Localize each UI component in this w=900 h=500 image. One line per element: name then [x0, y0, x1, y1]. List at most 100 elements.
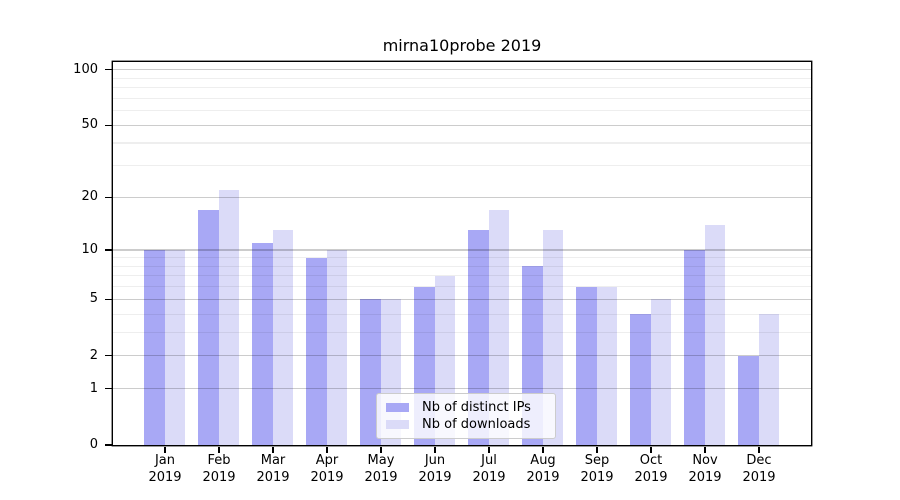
gridline-20	[113, 196, 811, 198]
x-tick-label-jan: Jan 2019	[138, 453, 192, 486]
x-tick-year-jan: 2019	[148, 469, 182, 485]
x-tick-year-nov: 2019	[688, 469, 722, 485]
bar-downloads-apr	[326, 250, 347, 445]
plot-area	[113, 62, 811, 445]
y-tick-mark-0	[105, 444, 113, 446]
gridline-minor-3	[113, 331, 811, 333]
x-tick-label-apr: Apr 2019	[300, 453, 354, 486]
y-tick-mark-2	[105, 354, 113, 357]
x-tick-year-dec: 2019	[742, 469, 776, 485]
bar-downloads-oct	[650, 299, 671, 445]
bar-distinct-ips-mar	[252, 242, 273, 445]
legend-item-downloads: Nb of downloads	[386, 417, 546, 433]
y-tick-label-10: 10	[81, 241, 98, 257]
legend-swatch-distinct-ips	[386, 402, 409, 413]
y-tick-label-100: 100	[73, 61, 98, 77]
gridline-2	[113, 355, 811, 357]
bar-distinct-ips-jan	[144, 250, 165, 445]
x-tick-month-oct: Oct	[639, 453, 663, 468]
x-tick-label-mar: Mar 2019	[246, 453, 300, 486]
x-tick-month-nov: Nov	[692, 453, 718, 468]
bar-distinct-ips-dec	[738, 355, 759, 445]
bar-distinct-ips-nov	[684, 250, 705, 445]
gridline-minor-80	[113, 87, 811, 89]
gridline-minor-9	[113, 257, 811, 259]
x-tick-year-sep: 2019	[580, 469, 614, 485]
y-tick-mark-10	[105, 249, 113, 251]
legend: Nb of distinct IPs Nb of downloads	[376, 393, 556, 439]
x-tick-mark-oct	[650, 446, 652, 453]
x-tick-month-jan: Jan	[154, 453, 176, 468]
bar-distinct-ips-feb	[198, 209, 219, 445]
x-tick-mark-dec	[758, 446, 760, 453]
bar-downloads-jan	[164, 250, 185, 445]
x-tick-mark-mar	[272, 446, 274, 453]
x-tick-month-dec: Dec	[746, 453, 772, 468]
y-tick-label-0: 0	[89, 437, 98, 452]
x-tick-mark-feb	[218, 446, 220, 453]
bar-downloads-feb	[218, 190, 239, 445]
x-tick-year-may: 2019	[364, 469, 398, 485]
x-tick-year-jul: 2019	[472, 469, 506, 485]
gridline-minor-70	[113, 97, 811, 99]
y-tick-mark-5	[105, 298, 113, 300]
x-tick-month-may: May	[367, 453, 395, 468]
y-tick-mark-100	[105, 68, 113, 71]
x-tick-year-jun: 2019	[418, 469, 452, 485]
bar-downloads-sep	[596, 286, 617, 445]
x-tick-month-jul: Jul	[481, 453, 497, 468]
x-tick-mark-jan	[164, 446, 166, 453]
x-tick-mark-sep	[596, 446, 598, 453]
y-tick-mark-20	[105, 196, 113, 199]
bar-distinct-ips-apr	[306, 257, 327, 445]
gridline-minor-7	[113, 275, 811, 277]
x-tick-mark-nov	[704, 446, 706, 453]
gridline-5	[113, 298, 811, 300]
x-tick-year-mar: 2019	[256, 469, 290, 485]
gridline-minor-8	[113, 265, 811, 267]
chart-title: mirna10probe 2019	[382, 36, 542, 55]
y-tick-label-20: 20	[81, 189, 98, 205]
x-tick-mark-apr	[326, 446, 328, 453]
x-tick-label-oct: Oct 2019	[624, 453, 678, 486]
legend-swatch-downloads	[386, 419, 409, 430]
x-tick-mark-jun	[434, 446, 436, 453]
x-tick-label-nov: Nov 2019	[678, 453, 732, 486]
legend-item-distinct-ips: Nb of distinct IPs	[386, 400, 546, 416]
gridline-minor-30	[113, 165, 811, 167]
x-tick-month-jun: Jun	[424, 453, 446, 468]
gridline-minor-4	[113, 313, 811, 315]
x-tick-label-jun: Jun 2019	[408, 453, 462, 486]
x-tick-month-feb: Feb	[207, 453, 231, 468]
legend-label-distinct-ips: Nb of distinct IPs	[422, 400, 531, 415]
gridline-50	[113, 124, 811, 126]
bar-downloads-aug	[542, 230, 563, 445]
y-tick-mark-50	[105, 124, 113, 126]
x-tick-month-apr: Apr	[315, 453, 339, 468]
x-tick-month-mar: Mar	[260, 453, 286, 468]
x-tick-year-apr: 2019	[310, 469, 344, 485]
bar-distinct-ips-sep	[576, 286, 597, 445]
bar-downloads-jul	[488, 209, 509, 445]
bar-downloads-nov	[704, 224, 725, 445]
x-tick-label-dec: Dec 2019	[732, 453, 786, 486]
gridline-100	[113, 69, 811, 71]
x-tick-year-oct: 2019	[634, 469, 668, 485]
y-tick-label-1: 1	[89, 380, 98, 396]
x-tick-year-aug: 2019	[526, 469, 560, 485]
y-tick-mark-1	[105, 387, 113, 390]
bar-downloads-mar	[272, 230, 293, 445]
gridline-minor-6	[113, 286, 811, 288]
x-tick-mark-jul	[488, 446, 490, 453]
x-tick-label-jul: Jul 2019	[462, 453, 516, 486]
x-tick-mark-aug	[542, 446, 544, 453]
x-tick-label-may: May 2019	[354, 453, 408, 486]
x-tick-month-aug: Aug	[530, 453, 556, 468]
x-tick-month-sep: Sep	[584, 453, 610, 468]
gridline-10	[113, 249, 811, 251]
gridline-minor-40	[113, 142, 811, 144]
gridline-1	[113, 388, 811, 390]
x-tick-mark-may	[380, 446, 382, 453]
x-tick-label-feb: Feb 2019	[192, 453, 246, 486]
